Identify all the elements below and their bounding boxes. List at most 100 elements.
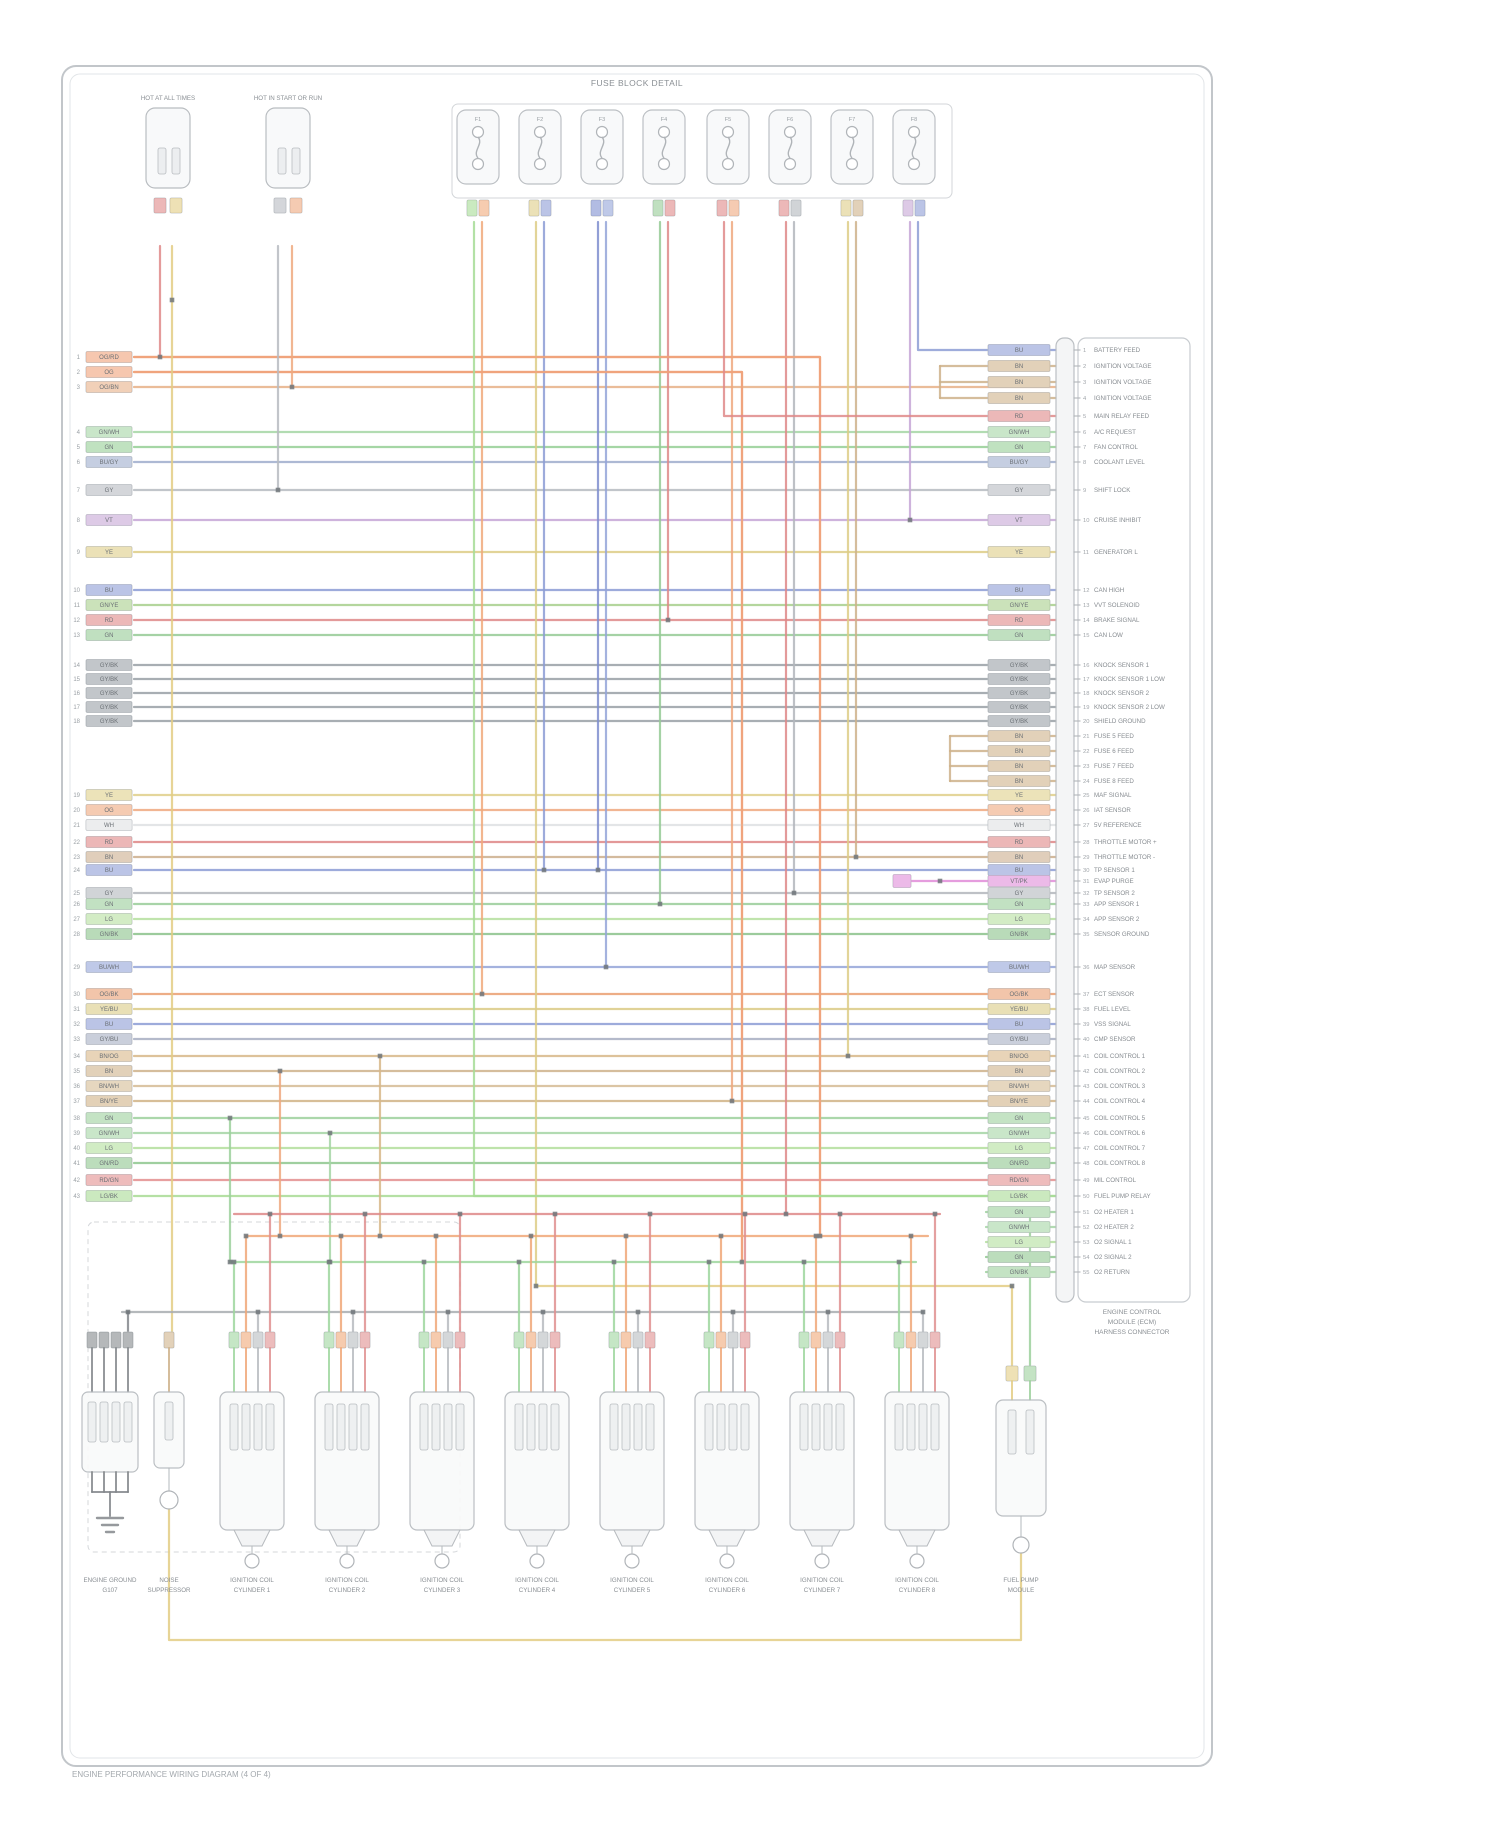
terminal-block <box>170 198 182 213</box>
ecm-pin-name: O2 HEATER 2 <box>1094 1224 1134 1231</box>
wire-color-label <box>988 760 1050 772</box>
terminal-block <box>930 1332 940 1348</box>
wire-code: BN <box>1015 779 1023 785</box>
terminal-block <box>591 200 601 216</box>
splice-dot <box>231 1259 237 1265</box>
terminal-block <box>229 1332 239 1348</box>
fuse-terminal <box>533 125 547 139</box>
wire-code: VT <box>105 518 113 524</box>
connector-pin <box>1025 1409 1035 1455</box>
coil-pin <box>645 1403 655 1451</box>
wire-code: BN/OG <box>1009 1054 1029 1060</box>
wire-color-label <box>988 928 1050 940</box>
wire-code: BN/YE <box>100 1099 118 1105</box>
ecm-pin-name: CAN LOW <box>1094 632 1123 639</box>
spark-plug-symbol <box>624 1553 640 1569</box>
ecm-pin-number: 32 <box>1083 891 1089 897</box>
ecm-pin-name: FUSE 5 FEED <box>1094 733 1134 740</box>
splice-dot <box>665 617 671 623</box>
pin-number: 15 <box>73 677 80 683</box>
wire-code: BU <box>105 588 113 594</box>
pin-number: 18 <box>73 719 80 725</box>
fuse-id: F4 <box>661 117 667 123</box>
splice-dot <box>603 964 609 970</box>
wire-code: LG/BK <box>1010 1194 1028 1200</box>
fuse-id: F7 <box>849 117 855 123</box>
wire-color-label <box>988 360 1050 372</box>
coil-pin <box>823 1403 833 1451</box>
splice-dot <box>817 1233 823 1239</box>
wire-code: BU/GY <box>1010 460 1029 466</box>
wire-color-label <box>988 775 1050 787</box>
ecm-pin-number: 24 <box>1083 779 1090 785</box>
ecm-pin-name: APP SENSOR 2 <box>1094 916 1140 923</box>
coil-pin <box>894 1403 904 1451</box>
coil-pin <box>455 1403 465 1451</box>
terminal-block <box>716 1332 726 1348</box>
wire-color-label <box>86 913 132 925</box>
wire-color-label <box>988 1236 1050 1248</box>
ecm-pin-number: 4 <box>1083 396 1087 402</box>
wire-color-label <box>988 1033 1050 1045</box>
ecm-pin-number: 23 <box>1083 764 1089 770</box>
coil-pin <box>930 1403 940 1451</box>
fuse-id: F6 <box>787 117 793 123</box>
pin-number: 40 <box>73 1146 80 1152</box>
wire-color-label <box>988 546 1050 558</box>
terminal-block <box>704 1332 714 1348</box>
terminal-block <box>123 1332 133 1348</box>
ecm-pin-name: COIL CONTROL 7 <box>1094 1145 1146 1152</box>
ecm-pin-number: 52 <box>1083 1225 1089 1231</box>
terminal-block <box>835 1332 845 1348</box>
ecm-pin-name: SHIFT LOCK <box>1094 487 1131 494</box>
pin-number: 8 <box>77 518 81 524</box>
pin-number: 35 <box>73 1069 80 1075</box>
ecm-pin-name: COIL CONTROL 1 <box>1094 1053 1146 1060</box>
coil-boot <box>898 1529 936 1547</box>
wire-color-label <box>86 1018 132 1030</box>
terminal-block <box>779 200 789 216</box>
wire-color-label <box>86 804 132 816</box>
wire-code: GN/RD <box>1009 1161 1029 1167</box>
wire-color-label <box>988 1112 1050 1124</box>
component-label: CYLINDER 8 <box>899 1587 936 1594</box>
wire-color-label <box>988 1018 1050 1030</box>
wire-color-label <box>988 701 1050 713</box>
ecm-pin-name: FUEL LEVEL <box>1094 1006 1131 1013</box>
fuse-block-outline <box>451 103 953 199</box>
terminal-block <box>290 198 302 213</box>
wire-color-label <box>86 1190 132 1202</box>
connector-pin <box>123 1401 133 1443</box>
ecm-pin-name: IAT SENSOR <box>1094 807 1131 814</box>
splice-dot <box>541 867 547 873</box>
connector-pin <box>111 1401 121 1443</box>
wire-code: BN/WH <box>1009 1084 1029 1090</box>
coil-pin <box>253 1403 263 1451</box>
terminal-block <box>529 200 539 216</box>
wire-color-label <box>988 851 1050 863</box>
wire-code: OG/BK <box>99 992 118 998</box>
splice-dot <box>255 1309 261 1315</box>
ecm-pin-name: MIL CONTROL <box>1094 1177 1137 1184</box>
wire-color-label <box>988 1157 1050 1169</box>
wire-color-label <box>86 687 132 699</box>
component-label: ENGINE GROUND <box>84 1577 137 1584</box>
component-label: IGNITION COIL <box>895 1577 939 1584</box>
splice-dot <box>783 1211 789 1217</box>
wire-color-label <box>86 1095 132 1107</box>
wire-code: RD <box>1015 618 1024 624</box>
ecm-pin-name: KNOCK SENSOR 2 <box>1094 690 1150 697</box>
ecm-pin-number: 25 <box>1083 793 1089 799</box>
connector-pin <box>99 1401 109 1443</box>
terminal-block <box>633 1332 643 1348</box>
wire-code: GY/BU <box>1010 1037 1029 1043</box>
wire-color-label <box>988 659 1050 671</box>
wire-color-label <box>988 441 1050 453</box>
splice-dot <box>845 1053 851 1059</box>
pin-number: 38 <box>73 1116 80 1122</box>
splice-dot <box>552 1211 558 1217</box>
wire-code: BN <box>1015 734 1023 740</box>
ecm-pin-number: 15 <box>1083 633 1089 639</box>
terminal-block <box>740 1332 750 1348</box>
coil-pin <box>716 1403 726 1451</box>
